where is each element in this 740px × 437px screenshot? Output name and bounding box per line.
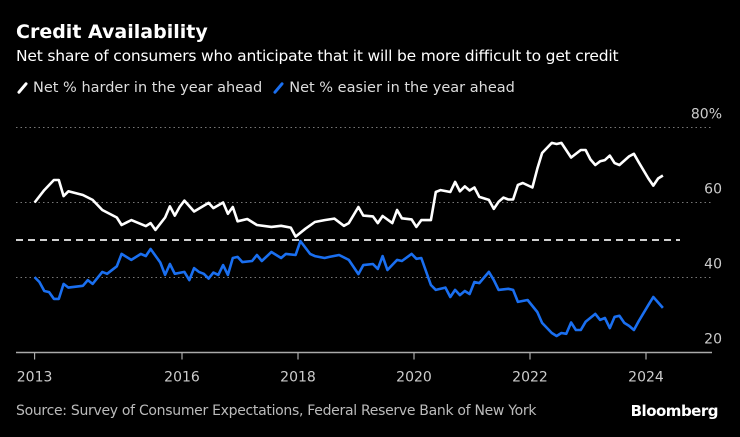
x-tick-label: 2013 [17, 370, 53, 386]
chart-title: Credit Availability [16, 21, 208, 43]
x-tick-label: 2024 [628, 370, 664, 386]
bloomberg-logo: Bloomberg [630, 402, 719, 420]
y-tick-label: 40 [704, 257, 722, 273]
chart-subtitle: Net share of consumers who anticipate th… [16, 47, 619, 65]
legend-item-easier: Net % easier in the year ahead [272, 80, 515, 96]
x-tick-label: 2018 [280, 370, 316, 386]
legend: Net % harder in the year ahead Net % eas… [16, 80, 525, 96]
series-line-harder [33, 141, 664, 238]
y-tick-label: 20 [704, 332, 722, 348]
x-tick-label: 2020 [396, 370, 432, 386]
legend-label-harder: Net % harder in the year ahead [33, 80, 263, 96]
series-line-easier [33, 239, 664, 338]
y-tick-label: 80% [691, 107, 722, 123]
legend-label-easier: Net % easier in the year ahead [289, 80, 515, 96]
source-note: Source: Survey of Consumer Expectations,… [16, 403, 537, 419]
x-tick-label: 2022 [512, 370, 548, 386]
x-tick-label: 2016 [164, 370, 200, 386]
legend-item-harder: Net % harder in the year ahead [16, 80, 262, 96]
y-tick-label: 60 [704, 182, 722, 198]
